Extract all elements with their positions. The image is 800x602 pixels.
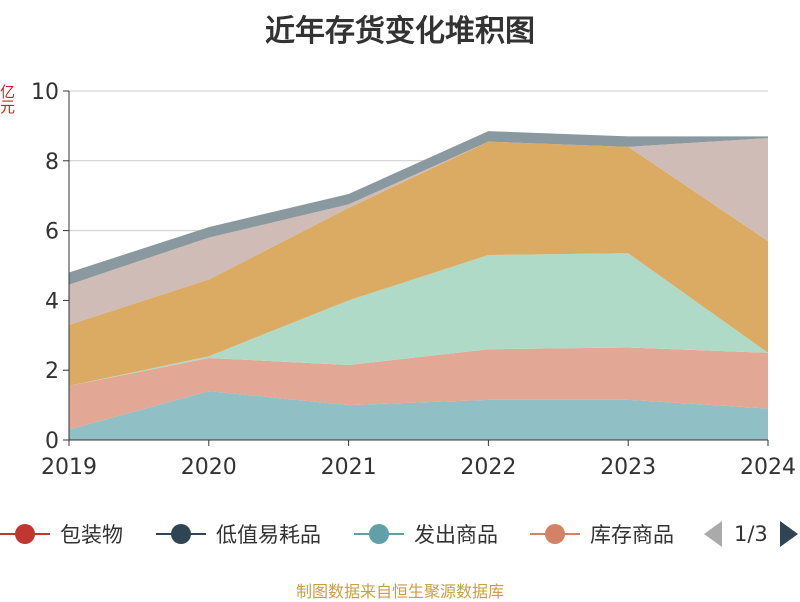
legend-marker-icon [0,524,50,544]
axes: 0 2 4 6 8 10 2019 2020 2021 2022 2023 2024 [31,80,796,480]
legend-label: 发出商品 [414,523,498,547]
area-series-3 [69,141,768,386]
x-tick-label: 2023 [600,455,656,480]
legend-label: 包装物 [60,523,123,547]
legend-marker-icon [530,524,580,544]
y-tick-label: 2 [45,359,59,384]
legend-label: 库存商品 [590,523,674,547]
legend: 包装物 低值易耗品 发出商品 库存商品 [0,516,800,552]
legend-item-goods-issued[interactable]: 发出商品 [354,516,498,552]
x-tick-label: 2020 [181,455,237,480]
chart-title: 近年存货变化堆积图 [265,14,535,49]
y-tick-label: 0 [45,429,59,454]
y-tick-label: 10 [31,80,59,105]
area-series-1 [69,347,768,430]
area-series-4 [69,138,768,325]
legend-page-indicator: 1/3 [734,522,768,546]
legend-marker-icon [354,524,404,544]
area-series-0 [69,391,768,440]
legend-item-inventory-goods[interactable]: 库存商品 [530,516,684,552]
x-tick-label: 2021 [321,455,377,480]
x-tick-label: 2024 [740,455,796,480]
legend-item-low-value-consumables[interactable]: 低值易耗品 [156,516,321,552]
y-axis-unit-label: 亿元 [0,84,16,114]
legend-next-page-icon[interactable] [779,521,798,547]
y-tick-label: 8 [45,150,59,175]
legend-pager: 1/3 [700,516,800,552]
data-source-note: 制图数据来自恒生聚源数据库 [295,582,504,601]
x-tick-label: 2022 [460,455,516,480]
area-series [69,131,768,440]
y-tick-label: 4 [45,289,59,314]
legend-item-packaging[interactable]: 包装物 [0,516,123,552]
legend-label: 低值易耗品 [216,523,321,547]
legend-marker-icon [156,524,206,544]
y-tick-label: 6 [45,220,59,245]
legend-prev-page-icon[interactable] [704,521,722,547]
area-series-2 [69,253,768,386]
x-tick-label: 2019 [41,455,97,480]
